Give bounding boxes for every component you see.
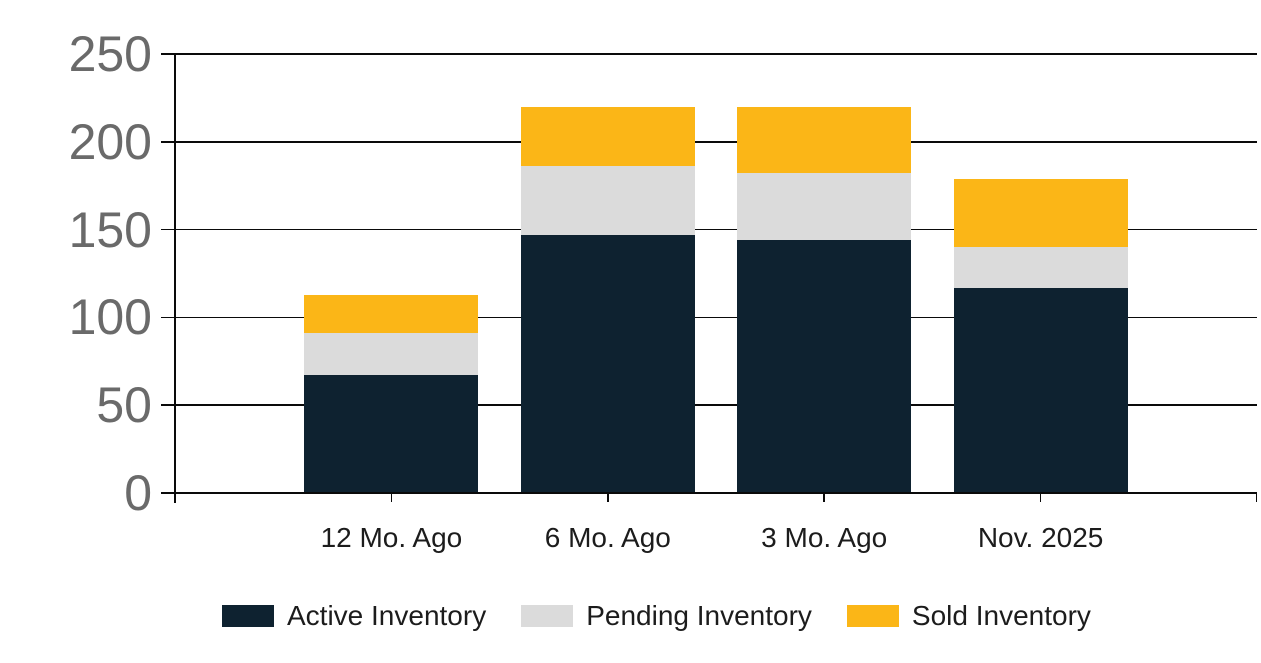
legend-swatch-active-inventory <box>222 605 274 627</box>
bar-segment-sold-inventory-12-mo-ago <box>304 294 479 334</box>
x-axis-label-6-mo-ago: 6 Mo. Ago <box>544 522 671 553</box>
y-axis-label-50: 50 <box>96 377 152 434</box>
x-axis-baseline <box>175 492 1257 494</box>
legend-item-active-inventory: Active Inventory <box>222 600 486 632</box>
x-axis-label-nov-2025: Nov. 2025 <box>977 522 1104 553</box>
y-axis-tick-50 <box>161 404 175 406</box>
chart-legend: Active Inventory Pending Inventory Sold In… <box>222 600 1091 632</box>
bar-segment-sold-inventory-3-mo-ago <box>737 106 912 174</box>
gridline-250 <box>175 53 1257 55</box>
x-axis-label-12-mo-ago: 12 Mo. Ago <box>320 522 463 553</box>
y-axis-label-250: 250 <box>68 26 152 82</box>
x-axis-tick-6-mo-ago <box>607 493 609 502</box>
y-axis-label-200: 200 <box>68 113 152 170</box>
bar-segment-active-inventory-3-mo-ago <box>737 240 912 493</box>
y-axis-line <box>174 54 176 503</box>
x-axis-label-3-mo-ago: 3 Mo. Ago <box>761 522 888 553</box>
bar-segment-pending-inventory-6-mo-ago <box>520 166 695 235</box>
legend-item-sold-inventory: Sold Inventory <box>846 600 1091 632</box>
x-axis-end-tick <box>1255 493 1257 502</box>
y-axis-label-100: 100 <box>68 289 152 346</box>
bar-segment-active-inventory-12-mo-ago <box>304 375 479 493</box>
legend-swatch-pending-inventory <box>521 605 574 627</box>
y-axis-tick-200 <box>161 141 175 143</box>
legend-item-pending-inventory: Pending Inventory <box>521 600 812 632</box>
bar-segment-pending-inventory-12-mo-ago <box>304 333 479 376</box>
bar-segment-sold-inventory-6-mo-ago <box>520 106 695 167</box>
legend-label-sold-inventory: Sold Inventory <box>911 600 1091 631</box>
gridline-200 <box>175 141 1257 143</box>
bar-segment-pending-inventory-3-mo-ago <box>737 173 912 241</box>
gridline-150 <box>175 228 1257 231</box>
bar-segment-sold-inventory-nov-2025 <box>953 178 1128 248</box>
x-axis-tick-3-mo-ago <box>823 493 825 502</box>
y-axis-tick-150 <box>161 228 175 231</box>
x-axis-tick-nov-2025 <box>1039 493 1042 502</box>
legend-label-pending-inventory: Pending Inventory <box>586 600 812 631</box>
gridline-50 <box>175 404 1257 406</box>
bar-segment-pending-inventory-nov-2025 <box>953 247 1128 288</box>
y-axis-label-0: 0 <box>124 465 152 521</box>
y-axis-tick-250 <box>161 53 175 55</box>
gridline-100 <box>175 316 1257 319</box>
x-axis-tick-12-mo-ago <box>390 493 393 502</box>
legend-label-active-inventory: Active Inventory <box>287 600 487 631</box>
bar-segment-active-inventory-nov-2025 <box>953 287 1128 493</box>
y-axis-tick-0 <box>161 492 175 494</box>
y-axis-label-150: 150 <box>68 201 152 258</box>
bar-segment-active-inventory-6-mo-ago <box>520 234 695 493</box>
y-axis-tick-100 <box>161 316 175 319</box>
legend-swatch-sold-inventory <box>846 605 899 627</box>
